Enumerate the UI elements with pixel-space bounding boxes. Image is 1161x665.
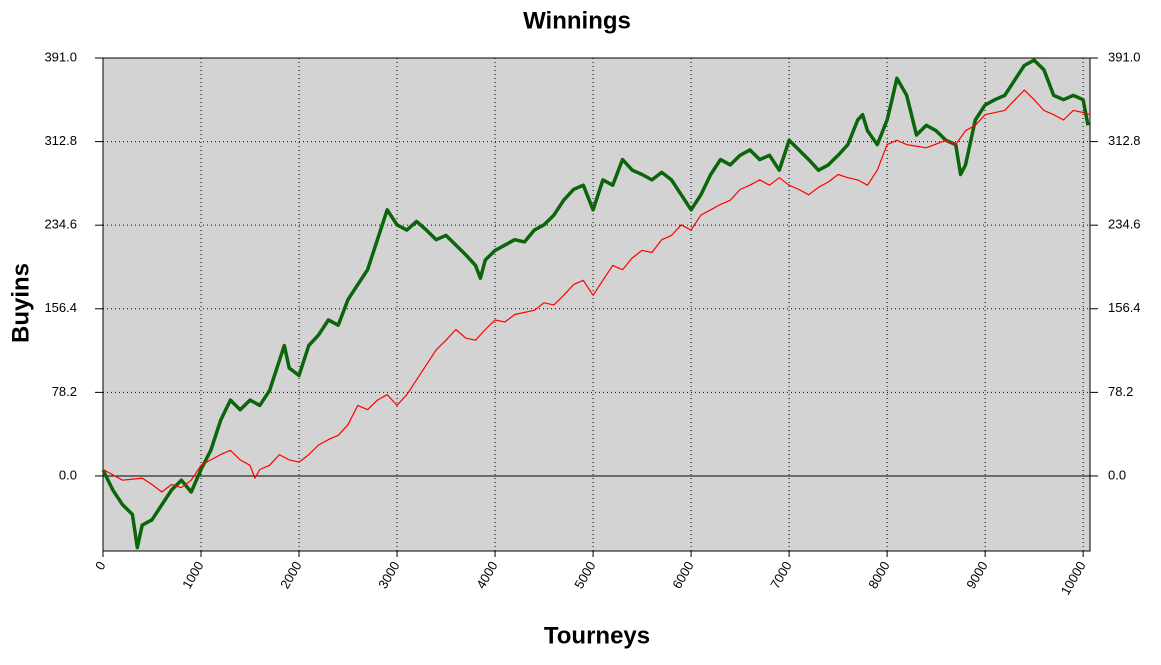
y2-tick-label: 312.8 <box>1108 133 1141 148</box>
y-tick-label: 78.2 <box>52 384 77 399</box>
chart-title: Winnings <box>523 7 631 34</box>
y2-tick-label: 156.4 <box>1108 300 1141 315</box>
y-tick-label: 312.8 <box>44 133 77 148</box>
series-line <box>101 58 1090 550</box>
plot-frame <box>102 57 1091 552</box>
y2-tick-label: 234.6 <box>1108 217 1141 232</box>
y2-tick-label: 78.2 <box>1108 384 1133 399</box>
y-tick-label: 156.4 <box>44 300 77 315</box>
y2-tick-label: 391.0 <box>1108 49 1141 64</box>
x-axis-label: Tourneys <box>544 622 650 649</box>
y2-tick-label: 0.0 <box>1108 467 1126 482</box>
y-tick-label: 0.0 <box>59 467 77 482</box>
y-axis-label: Buyins <box>7 263 34 343</box>
y-tick-label: 391.0 <box>44 49 77 64</box>
y-tick-label: 234.6 <box>44 217 77 232</box>
series-line <box>102 89 1091 493</box>
plot-area <box>103 58 1090 551</box>
